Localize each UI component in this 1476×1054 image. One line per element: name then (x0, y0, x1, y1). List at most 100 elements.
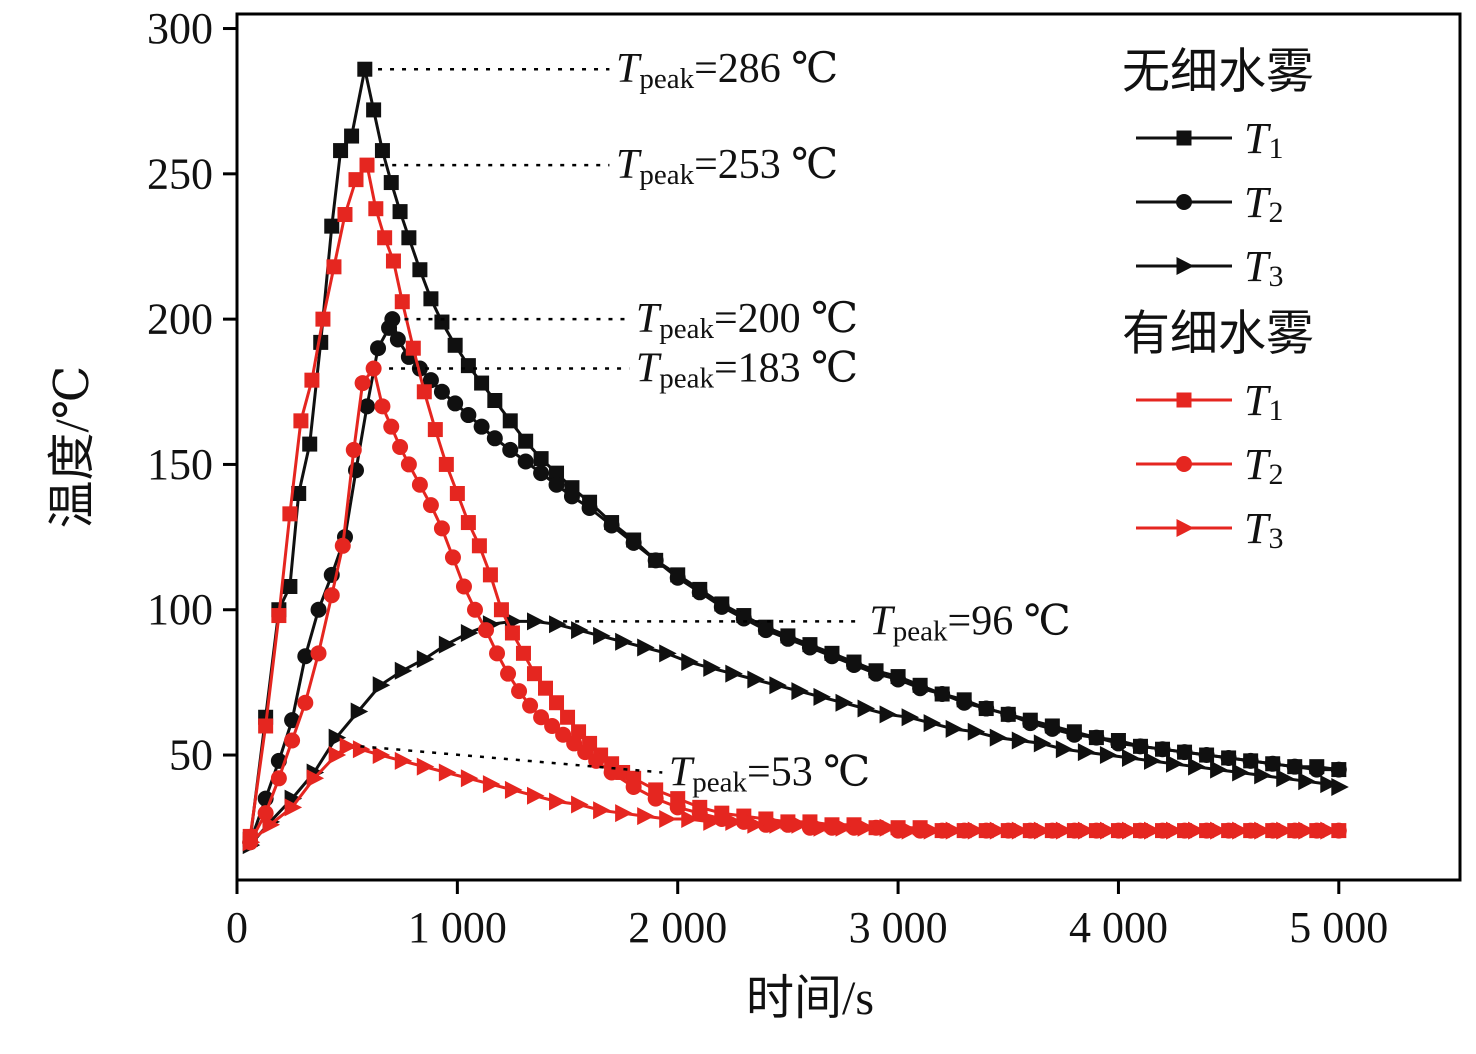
triangle-right-marker (1176, 519, 1194, 537)
triangle-right-marker (1254, 766, 1272, 785)
triangle-right-marker (593, 626, 611, 645)
triangle-right-marker (339, 737, 358, 756)
legend-group: 无细水雾 T1 T2 T3 (1122, 46, 1314, 293)
circle-marker (297, 648, 314, 665)
circle-marker (1330, 761, 1347, 778)
circle-marker (934, 686, 951, 703)
plot-frame (235, 12, 1462, 882)
triangle-right-marker (1320, 775, 1338, 794)
triangle-right-marker (394, 751, 413, 770)
circle-marker (1066, 726, 1083, 743)
circle-marker (297, 694, 314, 711)
square-marker (282, 506, 298, 522)
circle-marker (544, 717, 561, 734)
circle-marker (912, 680, 929, 697)
triangle-right-marker (1143, 751, 1162, 770)
square-marker (460, 358, 476, 374)
square-marker (324, 218, 340, 234)
legend-group: 有细水雾 T1 T2 T3 (1122, 308, 1314, 555)
triangle-right-marker (1055, 821, 1074, 840)
circle-marker (384, 311, 401, 328)
triangle-right-marker (637, 807, 655, 826)
legend-entry-label: T1 (1244, 114, 1283, 165)
circle-marker (500, 665, 517, 682)
triangle-right-marker (1276, 821, 1294, 840)
x-tick-label: 3 000 (849, 903, 948, 952)
circle-marker (323, 587, 340, 604)
circle-marker (1198, 747, 1215, 764)
circle-marker (444, 549, 461, 566)
triangle-right-marker (1099, 821, 1118, 840)
circle-marker (625, 779, 642, 796)
circle-marker (502, 441, 519, 458)
triangle-right-marker (967, 722, 986, 741)
triangle-right-marker (460, 623, 479, 642)
triangle-right-marker (725, 812, 743, 831)
triangle-right-marker (1298, 821, 1316, 840)
triangle-right-marker (879, 818, 898, 837)
annotation-label: Tpeak=253 ℃ (616, 142, 838, 191)
circle-marker (1264, 755, 1281, 772)
circle-marker (533, 709, 550, 726)
square-marker (538, 680, 554, 696)
triangle-right-marker (352, 740, 371, 759)
circle-marker (890, 671, 907, 688)
triangle-right-marker (1232, 821, 1250, 840)
square-marker (385, 253, 401, 269)
square-marker (423, 291, 439, 307)
x-axis-title: 时间/s (746, 972, 874, 1025)
triangle-right-marker (923, 714, 942, 733)
circle-marker (284, 732, 301, 749)
triangle-right-marker (659, 809, 677, 828)
circle-marker (433, 383, 450, 400)
circle-marker (411, 476, 428, 493)
circle-marker (548, 476, 565, 493)
triangle-right-marker (945, 719, 964, 738)
circle-marker (365, 360, 382, 377)
square-marker (344, 128, 360, 144)
triangle-right-marker (1033, 734, 1052, 753)
circle-marker (603, 764, 620, 781)
triangle-right-marker (945, 821, 964, 840)
triangle-right-marker (1011, 821, 1030, 840)
triangle-right-marker (284, 798, 303, 817)
triangle-right-marker (769, 676, 787, 695)
circle-marker (310, 601, 327, 618)
triangle-right-marker (923, 821, 942, 840)
triangle-right-marker (1210, 821, 1228, 840)
circle-marker (625, 534, 642, 551)
circle-marker (581, 500, 598, 517)
circle-marker (779, 630, 796, 647)
triangle-right-marker (394, 661, 413, 680)
square-marker (401, 230, 417, 246)
legend-title: 无细水雾 (1122, 46, 1314, 99)
triangle-right-marker (416, 757, 435, 776)
triangle-right-marker (1254, 821, 1272, 840)
circle-marker (846, 656, 863, 673)
square-marker (282, 578, 298, 594)
annotation-label: Tpeak=200 ℃ (636, 296, 858, 345)
square-marker (337, 207, 353, 223)
square-marker (504, 625, 520, 641)
triangle-right-marker (1188, 821, 1206, 840)
square-marker (392, 204, 408, 220)
circle-marker (533, 465, 550, 482)
triangle-right-marker (703, 812, 721, 831)
circle-marker (757, 622, 774, 639)
circle-marker (647, 552, 664, 569)
triangle-right-marker (1331, 778, 1349, 797)
triangle-right-marker (1121, 748, 1140, 767)
circle-marker (389, 331, 406, 348)
square-marker (315, 311, 331, 327)
peak-annotation: Tpeak=183 ℃ (389, 346, 858, 395)
annotation-label: Tpeak=53 ℃ (669, 749, 870, 798)
triangle-right-marker (1077, 821, 1096, 840)
triangle-right-marker (1232, 763, 1250, 782)
square-marker (291, 485, 307, 501)
circle-marker (447, 395, 464, 412)
circle-marker (823, 648, 840, 665)
square-marker (359, 157, 375, 173)
triangle-right-marker (1210, 760, 1228, 779)
triangle-right-marker (1143, 821, 1162, 840)
square-marker (366, 102, 382, 118)
